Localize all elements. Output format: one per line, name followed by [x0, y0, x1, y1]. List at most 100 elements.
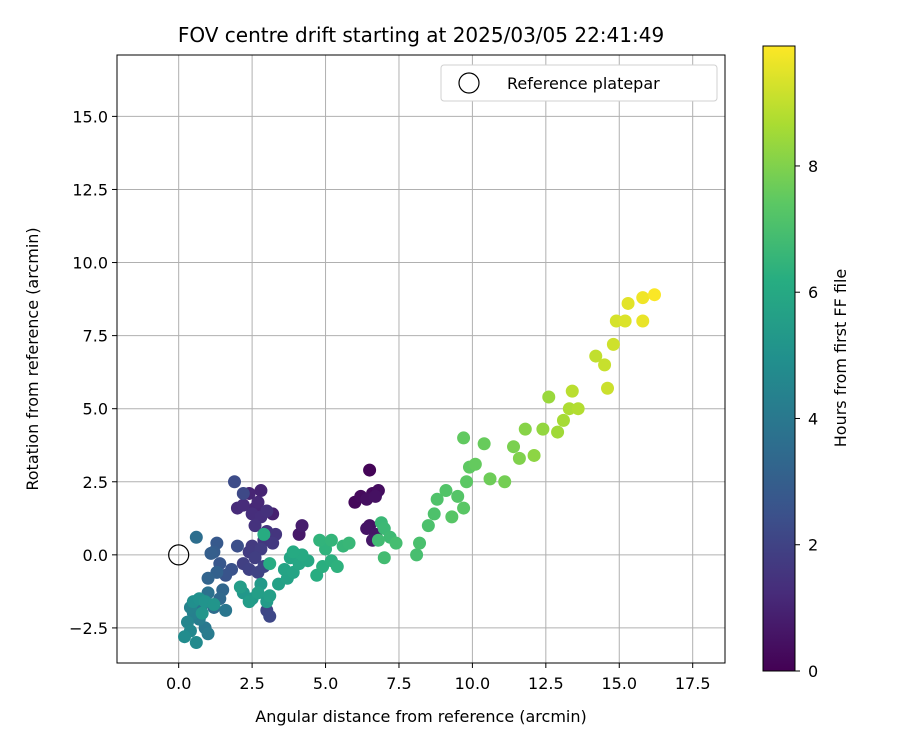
- data-point: [427, 507, 441, 521]
- data-point: [286, 545, 300, 559]
- legend-reference-marker: [458, 72, 480, 94]
- data-point: [636, 314, 650, 328]
- reference-platepar-marker: [168, 544, 190, 566]
- data-point: [445, 510, 459, 524]
- plot-frame: [116, 54, 726, 664]
- y-tick-label: 5.0: [83, 400, 108, 419]
- grid-lines: [117, 55, 725, 663]
- x-tick-label: 7.5: [386, 674, 411, 693]
- data-point: [189, 636, 203, 650]
- data-point: [477, 437, 491, 451]
- x-tick-label: 17.5: [675, 674, 711, 693]
- data-point: [556, 413, 570, 427]
- data-point: [227, 475, 241, 489]
- x-tick-label: 5.0: [313, 674, 338, 693]
- data-point: [512, 451, 526, 465]
- data-point: [363, 463, 377, 477]
- y-tick-label: 2.5: [83, 473, 108, 492]
- data-point: [518, 422, 532, 436]
- data-point: [527, 448, 541, 462]
- data-point: [195, 606, 209, 620]
- data-point: [598, 358, 612, 372]
- colorbar-tick-label: 8: [808, 157, 818, 176]
- chart-title: FOV centre drift starting at 2025/03/05 …: [178, 23, 664, 47]
- colorbar-label: Hours from first FF file: [831, 269, 850, 448]
- legend-label: Reference platepar: [507, 74, 660, 93]
- data-point: [571, 402, 585, 416]
- data-point: [377, 551, 391, 565]
- data-point: [460, 475, 474, 489]
- data-point: [233, 580, 247, 594]
- colorbar-gradient: [762, 45, 796, 672]
- colorbar-ticks: 0 2 4 6 8: [795, 157, 818, 681]
- data-point: [295, 519, 309, 533]
- x-tick-label: 2.5: [239, 674, 264, 693]
- data-point: [536, 422, 550, 436]
- data-point: [257, 527, 271, 541]
- data-point: [589, 349, 603, 363]
- x-axis-ticks: 0.0 2.5 5.0 7.5 10.0 12.5 15.0 17.5: [166, 663, 711, 693]
- data-point: [263, 609, 277, 623]
- y-tick-label: 0.0: [83, 546, 108, 565]
- data-point: [451, 489, 465, 503]
- data-point: [178, 630, 192, 644]
- data-point: [410, 548, 424, 562]
- data-point: [263, 589, 277, 603]
- data-point: [421, 519, 435, 533]
- data-point: [251, 495, 265, 509]
- data-point: [368, 489, 382, 503]
- data-point: [507, 440, 521, 454]
- data-point: [313, 533, 327, 547]
- colorbar-tick-label: 2: [808, 536, 818, 555]
- data-point: [371, 533, 385, 547]
- y-axis-label: Rotation from reference (arcmin): [23, 227, 42, 490]
- data-point: [606, 337, 620, 351]
- data-point: [636, 291, 650, 305]
- data-point: [248, 551, 262, 565]
- data-point: [242, 595, 256, 609]
- data-point: [565, 384, 579, 398]
- data-point: [251, 586, 265, 600]
- data-point: [263, 557, 277, 571]
- y-tick-label: 10.0: [72, 254, 108, 273]
- y-tick-label: −2.5: [69, 619, 108, 638]
- data-point: [266, 536, 280, 550]
- x-tick-label: 15.0: [601, 674, 637, 693]
- data-point: [201, 627, 215, 641]
- data-point: [254, 484, 268, 498]
- data-point: [498, 475, 512, 489]
- data-point: [342, 536, 356, 550]
- data-point: [601, 381, 615, 395]
- y-tick-label: 12.5: [72, 180, 108, 199]
- data-point: [330, 560, 344, 574]
- data-point: [439, 484, 453, 498]
- data-point: [457, 431, 471, 445]
- legend-box: [440, 64, 718, 102]
- data-point: [413, 536, 427, 550]
- y-tick-label: 7.5: [83, 327, 108, 346]
- data-point: [260, 504, 274, 518]
- x-axis-label: Angular distance from reference (arcmin): [255, 707, 586, 726]
- x-tick-label: 0.0: [166, 674, 191, 693]
- x-tick-label: 10.0: [455, 674, 491, 693]
- data-point: [248, 519, 262, 533]
- data-point: [389, 536, 403, 550]
- data-point: [457, 501, 471, 515]
- scatter-points: [178, 288, 662, 650]
- y-axis-ticks: −2.5 0.0 2.5 5.0 7.5 10.0 12.5 15.0: [69, 107, 117, 638]
- data-point: [207, 598, 221, 612]
- data-point: [618, 314, 632, 328]
- data-point: [621, 296, 635, 310]
- y-tick-label: 15.0: [72, 107, 108, 126]
- data-point: [430, 492, 444, 506]
- data-point: [551, 425, 565, 439]
- colorbar: 0 2 4 6 8 Hours from first FF file: [762, 45, 850, 681]
- x-tick-label: 12.5: [528, 674, 564, 693]
- data-point: [468, 457, 482, 471]
- data-point: [236, 486, 250, 500]
- data-point: [204, 546, 218, 560]
- data-point: [189, 530, 203, 544]
- data-point: [542, 390, 556, 404]
- data-point: [648, 288, 662, 302]
